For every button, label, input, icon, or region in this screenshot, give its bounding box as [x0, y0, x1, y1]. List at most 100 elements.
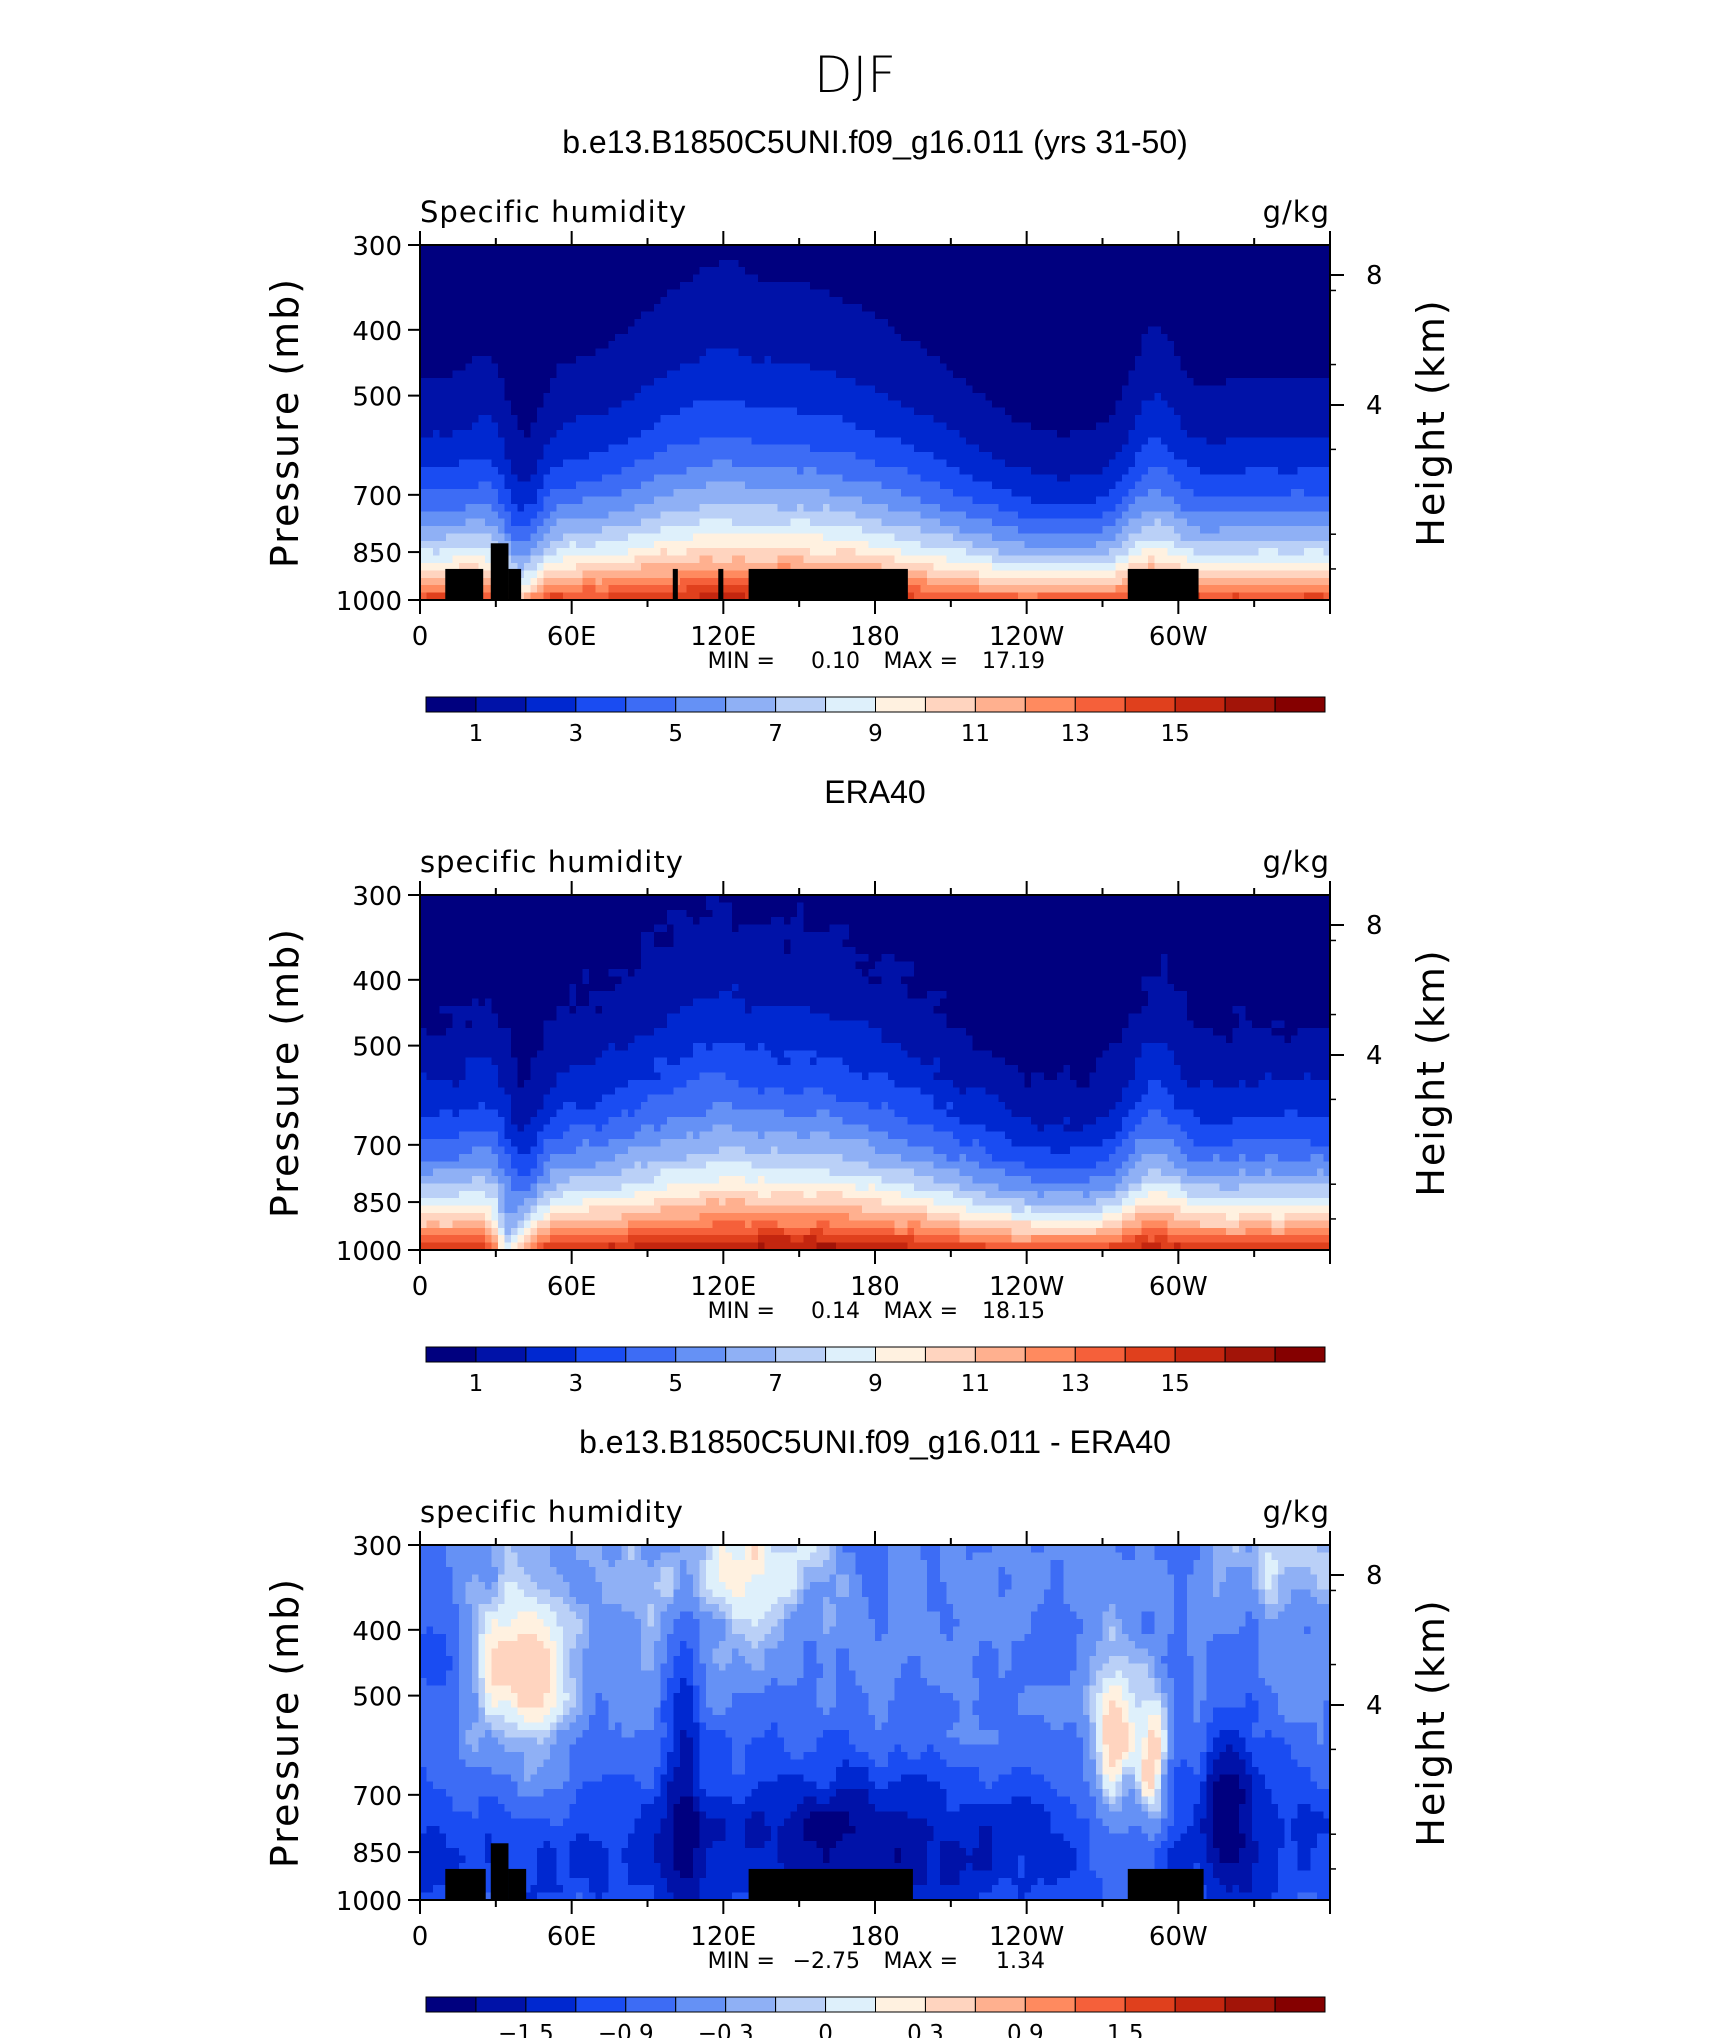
heatmap-cell	[797, 540, 805, 549]
heatmap-cell	[1031, 333, 1039, 342]
heatmap-cell	[478, 296, 486, 305]
heatmap-cell	[641, 267, 649, 276]
heatmap-cell	[764, 533, 772, 542]
heatmap-cell	[953, 400, 961, 409]
heatmap-cell	[849, 370, 857, 379]
heatmap-cell	[563, 585, 571, 594]
heatmap-cell	[439, 548, 447, 557]
heatmap-cell	[498, 392, 506, 401]
heatmap-cell	[1024, 318, 1032, 327]
heatmap-cell	[959, 259, 967, 268]
heatmap-cell	[465, 555, 473, 564]
heatmap-cell	[595, 348, 603, 357]
heatmap-cell	[946, 466, 954, 475]
heatmap-cell	[459, 274, 467, 283]
heatmap-cell	[595, 422, 603, 431]
heatmap-cell	[1018, 444, 1026, 453]
heatmap-cell	[680, 252, 688, 261]
heatmap-cell	[569, 533, 577, 542]
heatmap-cell	[881, 245, 889, 253]
heatmap-cell	[803, 363, 811, 372]
heatmap-cell	[862, 407, 870, 416]
heatmap-cell	[673, 274, 681, 283]
heatmap-cell	[420, 333, 428, 342]
heatmap-cell	[472, 259, 480, 268]
heatmap-cell	[491, 533, 499, 542]
heatmap-cell	[478, 378, 486, 387]
heatmap-cell	[615, 318, 623, 327]
heatmap-cell	[693, 281, 701, 290]
heatmap-cell	[654, 304, 662, 313]
heatmap-cell	[803, 474, 811, 483]
heatmap-cell	[823, 370, 831, 379]
heatmap-cell	[940, 333, 948, 342]
heatmap-cell	[706, 585, 714, 594]
heatmap-cell	[894, 481, 902, 490]
heatmap-cell	[829, 385, 837, 394]
heatmap-cell	[1005, 333, 1013, 342]
heatmap-cell	[660, 563, 668, 572]
heatmap-cell	[446, 511, 454, 520]
heatmap-cell	[485, 570, 493, 579]
heatmap-cell	[784, 370, 792, 379]
heatmap-cell	[563, 326, 571, 335]
heatmap-cell	[511, 392, 519, 401]
heatmap-cell	[667, 533, 675, 542]
heatmap-cell	[563, 311, 571, 320]
heatmap-cell	[868, 422, 876, 431]
heatmap-cell	[992, 489, 1000, 498]
heatmap-cell	[829, 466, 837, 475]
heatmap-cell	[628, 378, 636, 387]
field-label: Specific humidity	[420, 195, 687, 229]
heatmap-cell	[719, 274, 727, 283]
heatmap-cell	[1076, 540, 1084, 549]
heatmap-cell	[725, 577, 733, 586]
heatmap-cell	[745, 252, 753, 261]
heatmap-cell	[439, 437, 447, 446]
heatmap-cell	[524, 481, 532, 490]
heatmap-cell	[907, 422, 915, 431]
heatmap-cell	[790, 474, 798, 483]
heatmap-cell	[504, 341, 512, 350]
heatmap-cell	[881, 452, 889, 461]
heatmap-cell	[426, 474, 434, 483]
heatmap-cell	[524, 296, 532, 305]
heatmap-cell	[498, 326, 506, 335]
heatmap-cell	[758, 370, 766, 379]
heatmap-cell	[550, 267, 558, 276]
heatmap-cell	[745, 311, 753, 320]
heatmap-cell	[491, 304, 499, 313]
heatmap-cell	[1050, 585, 1058, 594]
heatmap-cell	[426, 245, 434, 253]
heatmap-cell	[569, 355, 577, 364]
heatmap-cell	[862, 363, 870, 372]
heatmap-cell	[485, 555, 493, 564]
heatmap-cell	[426, 563, 434, 572]
heatmap-cell	[550, 415, 558, 424]
heatmap-cell	[1057, 429, 1065, 438]
heatmap-cell	[1070, 459, 1078, 468]
heatmap-cell	[693, 474, 701, 483]
heatmap-cell	[823, 422, 831, 431]
heatmap-cell	[894, 274, 902, 283]
heatmap-cell	[940, 570, 948, 579]
heatmap-cell	[621, 274, 629, 283]
heatmap-cell	[914, 540, 922, 549]
heatmap-cell	[686, 437, 694, 446]
heatmap-cell	[797, 318, 805, 327]
heatmap-cell	[537, 348, 545, 357]
heatmap-cell	[1083, 370, 1091, 379]
heatmap-cell	[719, 496, 727, 505]
heatmap-cell	[784, 415, 792, 424]
heatmap-cell	[654, 526, 662, 535]
heatmap-cell	[608, 585, 616, 594]
heatmap-cell	[569, 511, 577, 520]
heatmap-cell	[504, 385, 512, 394]
heatmap-cell	[673, 296, 681, 305]
heatmap-cell	[576, 585, 584, 594]
heatmap-cell	[706, 385, 714, 394]
heatmap-cell	[862, 259, 870, 268]
heatmap-cell	[673, 474, 681, 483]
heatmap-cell	[784, 496, 792, 505]
heatmap-cell	[985, 422, 993, 431]
